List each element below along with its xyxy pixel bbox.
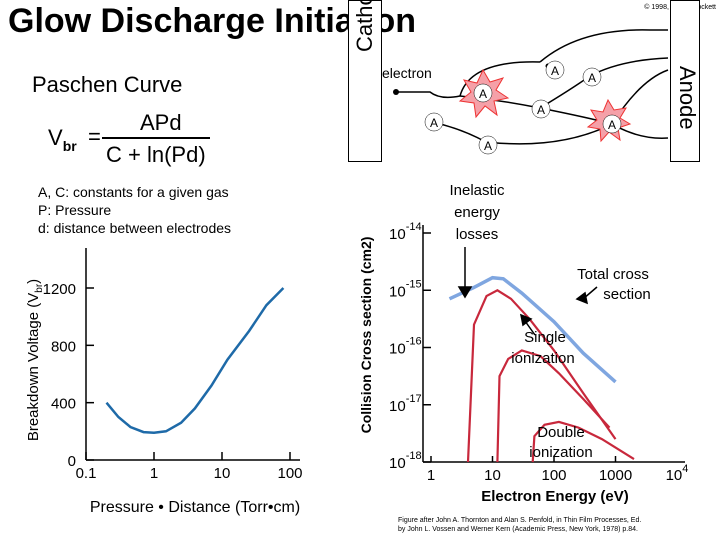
electron-path: [459, 61, 541, 97]
y-tick-label: 800: [51, 338, 76, 355]
electron-path: [459, 69, 669, 125]
formula-equals: =: [88, 124, 101, 149]
atom-label: A: [588, 71, 596, 85]
atom-icon: [531, 99, 551, 119]
arrowhead-icon: [575, 291, 589, 305]
series-line: [531, 420, 635, 463]
paschen-chart: 0 400 800 1200 0.1 1 10 100 Pressure • Distanc…: [25, 248, 303, 516]
atom-icon: [602, 114, 622, 134]
y-tick-label: 10-17: [389, 393, 422, 415]
annotation-double: ionization: [529, 444, 592, 461]
caption-line: Figure after John A. Thornton and Alan S…: [398, 517, 642, 524]
series-line: [496, 349, 611, 463]
atom-label: A: [608, 118, 616, 132]
series-line: [448, 275, 617, 384]
electron-path: [539, 29, 668, 63]
y-axis-label-sub: br: [34, 283, 45, 293]
atom-label: A: [479, 87, 487, 101]
x-tick-label: 1: [427, 467, 435, 484]
y-tick-label: 10-18: [389, 450, 422, 472]
formula-lhs: Vbr: [48, 125, 77, 154]
electron-label: electron: [382, 65, 432, 81]
x-tick-label: 104: [666, 463, 689, 484]
x-tick-label: 0.1: [76, 465, 97, 482]
electron-path: [431, 121, 613, 145]
series-line: [466, 289, 617, 463]
atom-label: A: [551, 64, 559, 78]
annotation-double: Double: [537, 424, 585, 441]
x-tick-label: 1: [150, 465, 158, 482]
x-axis-label: Electron Energy (eV): [481, 488, 629, 505]
atom-label: A: [537, 103, 545, 117]
y-tick-label: 1200: [43, 281, 76, 298]
y-tick-label: 0: [68, 453, 76, 470]
x-tick-label: 10: [214, 465, 231, 482]
paschen-heading: Paschen Curve: [32, 72, 183, 97]
y-tick-label: 10-16: [389, 336, 422, 358]
atom-label: A: [484, 139, 492, 153]
definition-item: d: distance between electrodes: [38, 220, 232, 236]
x-tick-label: 10: [484, 467, 501, 484]
atom-icon: [478, 135, 498, 155]
atom-icon: [424, 112, 444, 132]
vbr-subscript: br: [62, 138, 77, 154]
x-tick-label: 1000: [599, 467, 632, 484]
annotation-total: section: [603, 286, 651, 303]
electron-path: [396, 91, 461, 99]
formula-numerator: APd: [140, 110, 182, 135]
y-tick-label: 10-15: [389, 278, 422, 300]
atom-label: A: [430, 116, 438, 130]
annotation-inelastic: losses: [456, 226, 499, 243]
caption-line: by John L. Vossen and Werner Kern (Acade…: [398, 526, 638, 533]
y-axis-label-main: Breakdown Voltage (V: [25, 293, 42, 441]
anode-plate: [670, 0, 700, 162]
y-axis-label: Breakdown Voltage (Vbr): [25, 279, 45, 441]
figure-caption: Figure after John A. Thornton and Alan S…: [398, 516, 641, 534]
x-tick-label: 100: [541, 467, 566, 484]
annotation-single: Single: [524, 329, 566, 346]
annotation-inelastic: energy: [454, 204, 500, 221]
x-tick-label: 100: [277, 465, 302, 482]
annotation-inelastic: Inelastic: [449, 182, 505, 199]
y-tick-label: 10-14: [389, 221, 422, 243]
x-axis-label: Pressure • Distance (Torr•cm): [90, 499, 300, 516]
paschen-curve: [105, 287, 285, 435]
atom-icon: [545, 60, 565, 80]
atom-icon: [582, 67, 602, 87]
formula-denominator: C + ln(Pd): [106, 142, 206, 167]
definitions-list: A, C: constants for a given gas P: Press…: [38, 183, 231, 237]
single-arrow: [524, 320, 536, 336]
annotation-total: Total cross: [577, 266, 649, 283]
fraction-bar: [102, 137, 210, 139]
arrowhead-icon: [519, 313, 533, 327]
arrowhead-icon: [457, 286, 473, 299]
electron-dot: [393, 89, 399, 95]
definition-item: P: Pressure: [38, 202, 112, 218]
y-axis-label: Collision Cross section (cm2): [358, 237, 374, 434]
cathode-plate: [348, 0, 382, 162]
atom-icon: [473, 83, 493, 103]
vbr-symbol: V: [48, 125, 63, 150]
annotation-single: ionization: [511, 350, 574, 367]
definition-item: A, C: constants for a given gas: [38, 184, 229, 200]
y-tick-label: 400: [51, 396, 76, 413]
y-axis-label-close: ): [25, 279, 42, 284]
